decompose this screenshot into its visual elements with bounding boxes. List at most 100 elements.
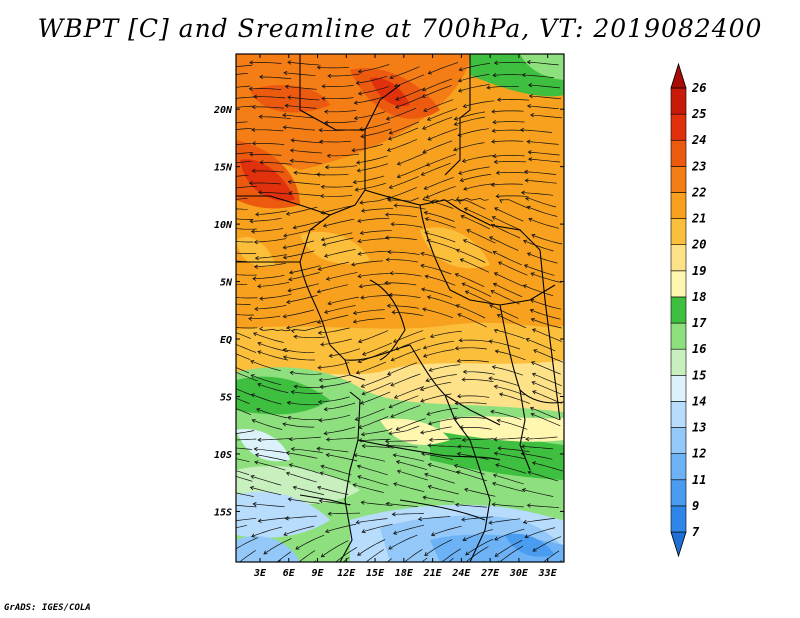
streamline: [236, 353, 251, 360]
streamline-arrow: [325, 574, 329, 577]
streamline-arrow: [454, 346, 459, 351]
grads-credit: GrADS: IGES/COLA: [4, 603, 91, 613]
streamline: [525, 198, 557, 208]
streamline: [492, 503, 524, 508]
streamline-arrow: [465, 551, 470, 556]
streamline: [396, 461, 428, 471]
streamline-arrow: [492, 282, 498, 287]
streamline-arrow: [351, 148, 356, 153]
streamline-arrow: [457, 88, 463, 93]
streamline-arrow: [421, 287, 426, 292]
streamline: [527, 471, 559, 482]
streamline: [258, 438, 290, 441]
streamline: [425, 275, 456, 286]
streamline: [285, 515, 317, 519]
streamline: [236, 524, 247, 529]
streamline-arrow: [251, 419, 256, 423]
streamline-arrow: [320, 210, 325, 215]
streamline-arrow: [453, 464, 459, 469]
streamline-arrow: [456, 470, 461, 475]
streamline-arrow: [360, 295, 365, 300]
streamline: [289, 436, 321, 440]
streamline: [236, 397, 250, 405]
streamline-arrow: [223, 383, 226, 386]
streamline-arrow: [390, 357, 395, 362]
streamline: [456, 304, 486, 319]
streamline: [496, 172, 529, 174]
streamline: [255, 210, 288, 215]
streamline: [359, 283, 391, 288]
streamline: [489, 304, 519, 319]
streamline-arrow: [456, 451, 461, 457]
streamline-arrow: [525, 337, 530, 342]
streamline: [283, 250, 315, 259]
streamline-arrow: [318, 128, 323, 133]
streamline-arrow: [525, 436, 530, 442]
streamline: [494, 452, 526, 460]
streamline: [387, 362, 418, 375]
streamline-arrow: [225, 503, 228, 507]
streamline: [252, 106, 284, 109]
streamline-arrow: [525, 196, 530, 201]
streamline: [465, 546, 489, 562]
streamline-arrow: [355, 370, 360, 375]
streamline: [236, 327, 258, 329]
streamline: [497, 99, 530, 101]
streamline-arrow: [492, 250, 497, 255]
streamline-arrow: [257, 284, 262, 289]
streamline-arrow: [319, 471, 324, 476]
streamline-arrow: [520, 444, 526, 449]
streamline-arrow: [425, 378, 430, 383]
wbpt-shade-region: [300, 231, 370, 264]
streamline: [236, 504, 257, 508]
streamline-arrow: [222, 471, 225, 475]
streamline: [282, 423, 315, 428]
streamline-arrow: [219, 301, 222, 305]
streamline: [421, 288, 453, 299]
streamline: [454, 116, 486, 126]
streamline: [251, 228, 284, 232]
streamline-arrow: [325, 453, 330, 458]
streamline: [532, 462, 564, 472]
streamline: [283, 126, 315, 131]
streamline-arrow: [215, 257, 218, 261]
streamline: [460, 258, 490, 273]
streamline-arrow: [360, 383, 365, 388]
x-tick-label: 33E: [538, 568, 558, 579]
streamline-arrow: [428, 367, 433, 372]
streamline-arrow: [386, 371, 392, 376]
streamline-arrow: [248, 316, 253, 321]
streamline: [293, 336, 326, 339]
streamline-arrow: [253, 94, 258, 99]
streamline-arrow: [321, 84, 326, 89]
streamline: [287, 416, 320, 421]
streamline: [355, 182, 387, 191]
streamline-arrow: [490, 409, 495, 414]
streamline-arrow: [491, 109, 496, 114]
streamline-arrow: [457, 200, 463, 204]
streamline: [361, 374, 391, 388]
colorbar-bottom-triangle: [670, 531, 687, 558]
streamline: [236, 388, 252, 396]
streamline: [426, 374, 457, 382]
streamline: [236, 96, 258, 99]
streamline-arrow: [430, 532, 436, 537]
streamline: [358, 86, 390, 95]
streamline-arrow: [396, 469, 402, 474]
streamline: [325, 523, 357, 533]
streamline-arrow: [497, 579, 501, 582]
streamline: [284, 72, 316, 77]
streamline-arrow: [392, 338, 398, 343]
streamline: [466, 229, 496, 244]
streamline: [392, 311, 424, 317]
streamline-arrow: [530, 299, 535, 303]
streamline: [527, 504, 559, 508]
streamline-arrow: [426, 295, 432, 300]
x-tick-label: 9E: [311, 568, 324, 579]
streamline: [286, 294, 318, 303]
streamline: [489, 236, 519, 251]
streamline: [287, 96, 320, 101]
streamline-arrow: [286, 400, 291, 405]
streamline: [522, 74, 554, 78]
